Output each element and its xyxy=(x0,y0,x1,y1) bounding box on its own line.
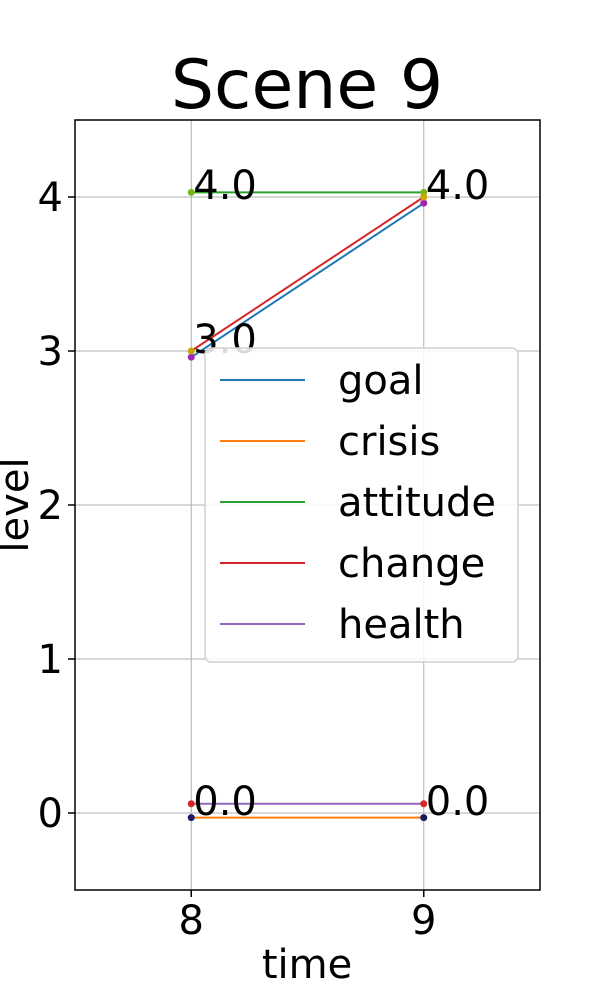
data-point-health xyxy=(187,800,195,808)
x-tick-label: 8 xyxy=(179,898,204,944)
series-line-goal xyxy=(190,202,425,358)
data-point-crisis xyxy=(420,814,428,822)
y-tick-label: 0 xyxy=(38,791,63,837)
data-point-goal xyxy=(187,353,195,361)
x-axis-title: time xyxy=(262,942,352,988)
data-labels: 4.0 4.03.00.0 0.0 xyxy=(193,163,489,825)
chart-title: Scene 9 xyxy=(171,46,443,125)
y-tick-label: 3 xyxy=(38,329,63,375)
legend-label-attitude: attitude xyxy=(338,480,496,526)
y-axis-title: level xyxy=(0,457,38,552)
data-point-crisis xyxy=(187,814,195,822)
data-point-change xyxy=(420,193,428,201)
data-label: 0.0 xyxy=(426,779,490,825)
data-label: 4.0 xyxy=(193,163,257,209)
data-label: 0.0 xyxy=(193,779,257,825)
y-tick-label: 1 xyxy=(38,637,63,683)
series-layer xyxy=(187,188,428,822)
y-tick-label: 2 xyxy=(38,483,63,529)
legend-label-crisis: crisis xyxy=(338,419,440,465)
legend-box xyxy=(204,347,519,663)
legend: goal crisis attitude change health xyxy=(204,347,519,663)
data-point-attitude xyxy=(187,188,195,196)
legend-label-health: health xyxy=(338,602,465,648)
y-tick-label: 4 xyxy=(38,175,63,221)
data-point-goal xyxy=(420,199,428,207)
series-line-change xyxy=(190,196,425,352)
axis-ticks: 0 1 2 3 4 8 9 xyxy=(38,175,437,944)
x-tick-label: 9 xyxy=(411,898,436,944)
data-point-health xyxy=(420,800,428,808)
data-point-change xyxy=(187,347,195,355)
legend-label-change: change xyxy=(338,541,485,587)
legend-label-goal: goal xyxy=(338,358,424,404)
data-label: 4.0 xyxy=(426,163,490,209)
